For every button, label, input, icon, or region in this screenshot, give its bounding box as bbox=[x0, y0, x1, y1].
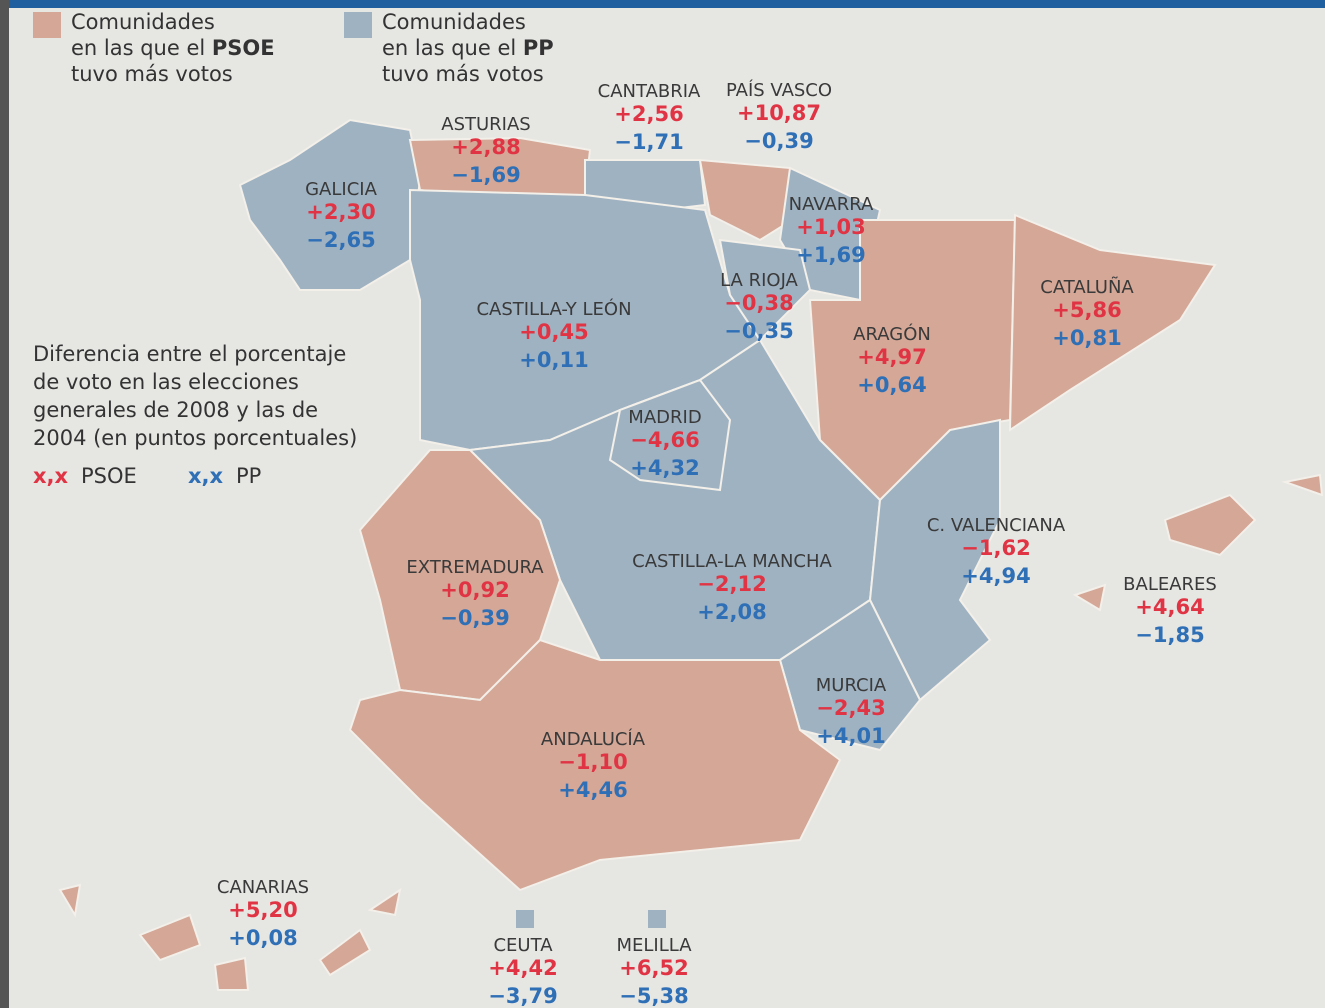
region-name: EXTREMADURA bbox=[406, 557, 544, 578]
canarias-5 bbox=[367, 887, 402, 917]
psoe-value: −4,66 bbox=[630, 428, 699, 452]
psoe-value: +5,20 bbox=[228, 898, 297, 922]
key-sample: x,x bbox=[33, 464, 69, 488]
psoe-value: +1,03 bbox=[796, 215, 865, 239]
canarias-1 bbox=[58, 883, 82, 918]
psoe-value: +6,52 bbox=[619, 956, 688, 980]
pp-value: +4,94 bbox=[961, 564, 1030, 588]
note-line: Diferencia entre el porcentaje bbox=[33, 342, 346, 366]
psoe-value: −0,38 bbox=[724, 291, 793, 315]
note-line: generales de 2008 y las de bbox=[33, 398, 318, 422]
pp-value: +2,08 bbox=[697, 600, 766, 624]
psoe-value: +2,88 bbox=[451, 135, 520, 159]
region-name: CANARIAS bbox=[217, 877, 309, 898]
region-name: GALICIA bbox=[305, 179, 377, 200]
pp-value: +4,32 bbox=[630, 456, 699, 480]
pp-value: +1,69 bbox=[796, 243, 865, 267]
psoe-value: −2,12 bbox=[697, 572, 766, 596]
legend-text: en las que el bbox=[71, 36, 205, 60]
key-party: PSOE bbox=[81, 464, 137, 488]
region-name: ARAGÓN bbox=[853, 323, 931, 345]
legend-line: tuvo más votos bbox=[71, 62, 233, 86]
pp-value: +4,01 bbox=[816, 724, 885, 748]
regions-shapes bbox=[58, 118, 1324, 991]
pp-value: +0,11 bbox=[519, 348, 588, 372]
legend-party: PP bbox=[523, 36, 554, 60]
left-edge bbox=[0, 0, 9, 1008]
psoe-value: +10,87 bbox=[737, 101, 821, 125]
psoe-value: −1,62 bbox=[961, 536, 1030, 560]
pp-value: +0,81 bbox=[1052, 326, 1121, 350]
region-name: PAÍS VASCO bbox=[726, 79, 832, 101]
mallorca bbox=[1163, 493, 1257, 557]
psoe-value: +2,56 bbox=[614, 102, 683, 126]
legend-line: Comunidades bbox=[382, 10, 526, 34]
legend-swatch bbox=[344, 12, 372, 38]
region-name: C. VALENCIANA bbox=[927, 515, 1066, 536]
key-party: PP bbox=[236, 464, 261, 488]
key-sample: x,x bbox=[188, 464, 224, 488]
psoe-value: +4,64 bbox=[1135, 595, 1204, 619]
region-name: ANDALUCÍA bbox=[541, 728, 646, 750]
pp-value: −2,65 bbox=[306, 228, 375, 252]
canarias-4 bbox=[318, 928, 372, 977]
psoe-value: +4,97 bbox=[857, 345, 926, 369]
pp-value: −3,79 bbox=[488, 984, 557, 1008]
ibiza bbox=[1072, 583, 1107, 612]
pp-value: −0,39 bbox=[744, 129, 813, 153]
psoe-value: +0,92 bbox=[440, 578, 509, 602]
region-name: MADRID bbox=[628, 407, 701, 428]
region-name: CANTABRIA bbox=[598, 81, 701, 102]
note-line: de voto en las elecciones bbox=[33, 370, 299, 394]
menorca bbox=[1281, 473, 1324, 497]
psoe-value: −1,10 bbox=[558, 750, 627, 774]
pp-value: −0,35 bbox=[724, 319, 793, 343]
legend-party: PSOE bbox=[212, 36, 275, 60]
pp-value: −1,85 bbox=[1135, 623, 1204, 647]
psoe-value: +0,45 bbox=[519, 320, 588, 344]
pp-value: −1,69 bbox=[451, 163, 520, 187]
region-name: NAVARRA bbox=[789, 194, 874, 215]
pp-value: +0,08 bbox=[228, 926, 297, 950]
canarias-2 bbox=[138, 913, 202, 962]
region-name: BALEARES bbox=[1123, 574, 1217, 595]
pais-vasco bbox=[698, 158, 802, 242]
legend-line: en las que el PP bbox=[382, 36, 554, 60]
legend-text: en las que el bbox=[382, 36, 516, 60]
ceuta-square bbox=[516, 910, 534, 928]
pp-value: −5,38 bbox=[619, 984, 688, 1008]
cataluna bbox=[1008, 213, 1217, 432]
legend-line: en las que el PSOE bbox=[71, 36, 275, 60]
region-name: MURCIA bbox=[816, 675, 887, 696]
legend-line: tuvo más votos bbox=[382, 62, 544, 86]
region-name: LA RIOJA bbox=[720, 270, 798, 291]
psoe-value: +2,30 bbox=[306, 200, 375, 224]
psoe-value: +5,86 bbox=[1052, 298, 1121, 322]
melilla-square bbox=[648, 910, 666, 928]
andalucia bbox=[348, 638, 842, 892]
region-name: CASTILLA-LA MANCHA bbox=[632, 551, 832, 572]
legend-swatch bbox=[33, 12, 61, 38]
pp-value: +0,64 bbox=[857, 373, 926, 397]
region-name: CASTILLA-Y LEÓN bbox=[476, 298, 631, 320]
region-name: MELILLA bbox=[616, 935, 692, 956]
psoe-value: +4,42 bbox=[488, 956, 557, 980]
top-bar bbox=[0, 0, 1325, 8]
legend-line: Comunidades bbox=[71, 10, 215, 34]
region-name: CEUTA bbox=[493, 935, 553, 956]
canarias-3 bbox=[213, 956, 250, 991]
pp-value: −0,39 bbox=[440, 606, 509, 630]
pp-value: −1,71 bbox=[614, 130, 683, 154]
note-line: 2004 (en puntos porcentuales) bbox=[33, 426, 357, 450]
psoe-value: −2,43 bbox=[816, 696, 885, 720]
region-name: ASTURIAS bbox=[441, 114, 530, 135]
madrid bbox=[608, 378, 732, 492]
pp-value: +4,46 bbox=[558, 778, 627, 802]
region-name: CATALUÑA bbox=[1040, 276, 1134, 298]
la-rioja bbox=[718, 238, 812, 342]
